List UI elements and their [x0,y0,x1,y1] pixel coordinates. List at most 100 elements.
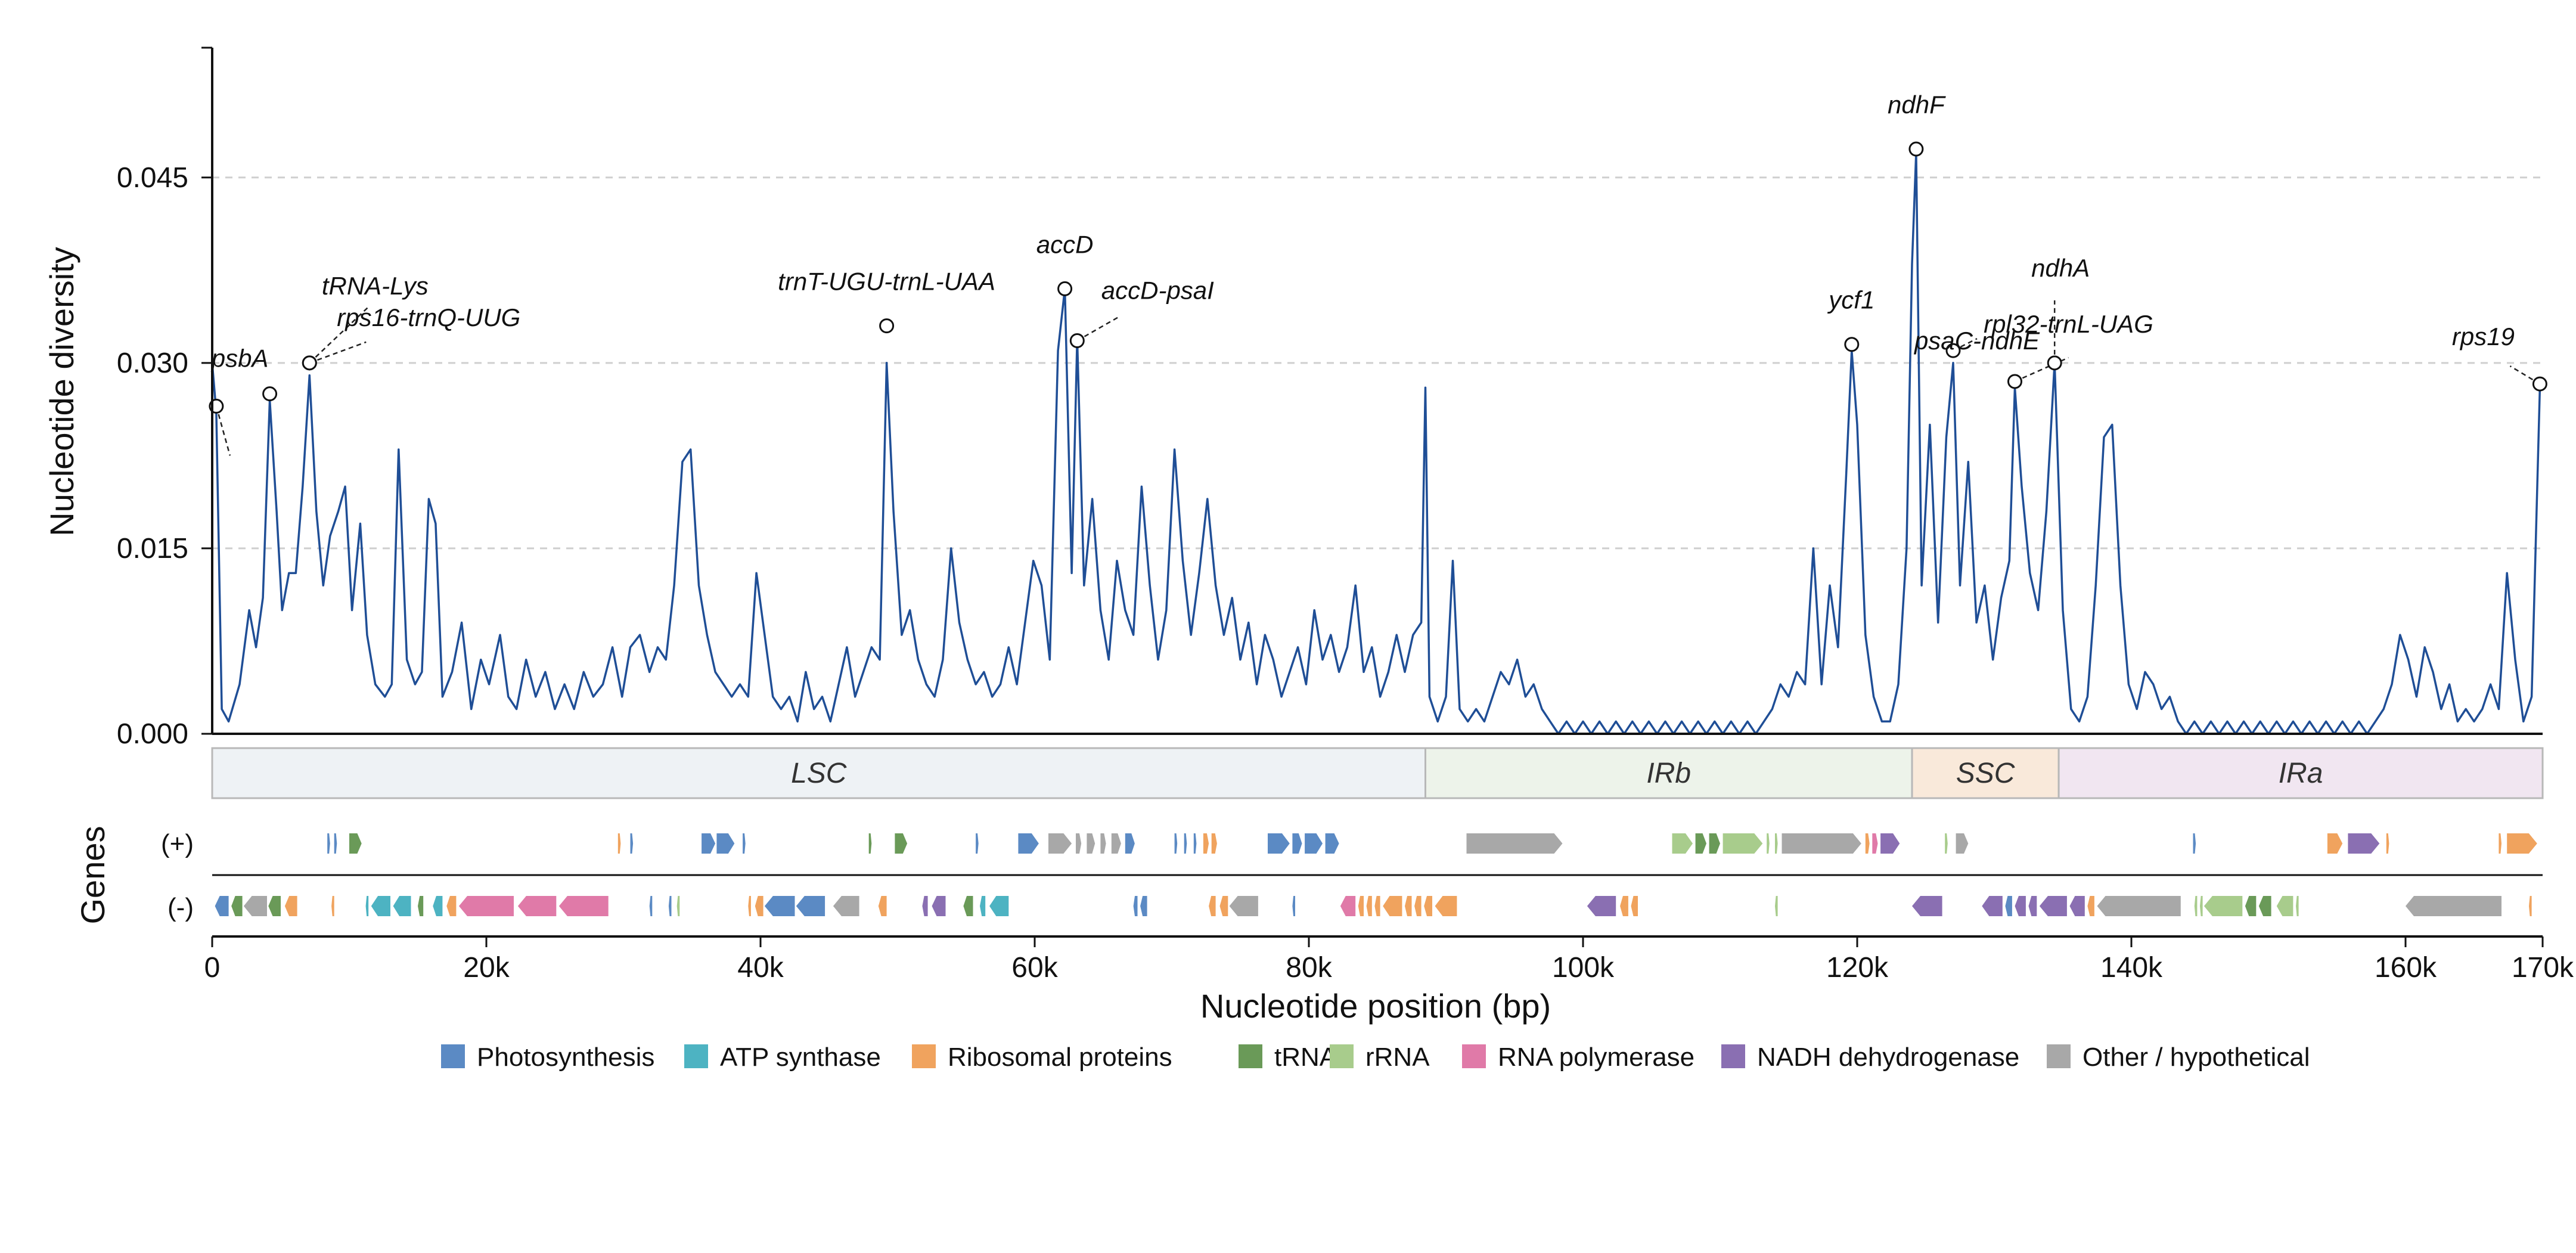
peak-marker [2532,376,2547,392]
gene-ribo [748,896,751,916]
gene-ribo [1374,896,1380,916]
gene-ribo [1366,896,1372,916]
x-tick-label: 40k [737,952,784,984]
legend-label-other: Other / hypothetical [2082,1043,2310,1072]
gene-photo [976,833,979,854]
gene-photo [1140,896,1147,916]
gene-trna [963,896,973,916]
peak-marker [1069,333,1085,349]
gene-photo [764,896,795,916]
gene-rrna [2296,896,2299,916]
gene-photo [1292,896,1295,916]
peak-connector [2509,365,2541,385]
peak-label: psbA [210,345,269,373]
peak-connector [2014,356,2069,383]
region-label: SSC [1956,758,2015,789]
gene-rrna [1775,896,1778,916]
y-tick-label: 0.030 [117,348,188,379]
region-label: IRa [2279,758,2323,789]
legend: Photosynthesis ATP synthase Ribosomal prot… [441,1043,2310,1072]
legend-label-photo: Photosynthesis [477,1043,654,1072]
gene-ribo [1209,896,1216,916]
legend-label-rnap: RNA polymerase [1498,1043,1694,1072]
gene-trna [1695,833,1706,854]
gene-photo [1325,833,1339,854]
gene-rrna [2194,896,2198,916]
gene-ribo [2529,896,2532,916]
gene-ndh [1587,896,1616,916]
gene-ribo [617,833,621,854]
y-tick-label: 0.015 [117,533,188,565]
gene-rrna [1767,833,1770,854]
peak-label: ycf1 [1827,286,1874,314]
genes-axis-title: Genes [74,826,111,925]
gene-rrna [2203,896,2243,916]
gene-photo [1193,833,1197,854]
gene-ribo [1383,896,1402,916]
gene-ndh [922,896,928,916]
legend-swatch-rrna [1330,1044,1354,1068]
gene-other [1087,833,1095,854]
peak-connector [309,305,370,364]
peak-marker [1057,281,1073,296]
diversity-line-series [211,151,2541,735]
gene-rrna [1775,833,1778,854]
gene-trna [231,896,243,916]
gene-ribo [1219,896,1228,916]
gene-atp [433,896,443,916]
gene-ndh [2015,896,2026,916]
gene-photo [668,896,672,916]
gene-other [1111,833,1121,854]
x-tick-label: 80k [1286,952,1332,984]
gene-rnap [558,896,609,916]
diversity-line [211,151,2541,735]
peak-label: rpl32-trnL-UAG [1984,310,2153,338]
gene-ribo [2087,896,2094,916]
region-label: IRb [1646,758,1691,789]
gene-other [1100,833,1106,854]
gene-photo [1125,833,1135,854]
legend-swatch-photo [441,1044,465,1068]
peak-label: ndhF [1888,91,1946,119]
gene-atp [365,896,369,916]
gene-photo [649,896,653,916]
gene-other [2097,896,2181,916]
gene-photo [630,833,634,854]
gene-ribo [878,896,887,916]
gene-other [1466,833,1563,854]
gene-ribo [2386,833,2389,854]
x-tick-label: 140k [2100,952,2163,984]
peak-annotations: psbA tRNA-Lys rps16-trnQ-UUG trnT-UGU-trnL-… [209,91,2547,456]
gene-ribo [1620,896,1628,916]
peak-marker [1945,343,1961,358]
gene-ribo [1405,896,1412,916]
gene-trna [2245,896,2257,916]
plus-strand-label: (+) [161,829,194,858]
peak-label: trnT-UGU-trnL-UAA [778,268,995,296]
gene-trna [868,833,872,854]
gene-rrna [1945,833,1948,854]
legend-label-rrna: rRNA [1365,1043,1430,1072]
gene-photo [2193,833,2196,854]
legend-label-ndh: NADH dehydrogenase [1757,1043,2019,1072]
gene-photo [1133,896,1138,916]
gene-photo [796,896,825,916]
gene-trna [2258,896,2271,916]
gene-rnap [1340,896,1356,916]
minus-strand-label: (-) [167,893,194,922]
gene-other [243,896,267,916]
gene-ribo [1424,896,1432,916]
peak-label: rps19 [2452,322,2515,351]
gene-atp [393,896,411,916]
gene-ribo [331,896,334,916]
peak-marker [2007,374,2022,389]
legend-swatch-trna [1239,1044,1262,1068]
peak-label: rps16-trnQ-UUG [337,303,520,331]
gene-ribo [755,896,764,916]
gene-ribo [2327,833,2343,854]
grid-lines [212,176,2543,550]
gene-ndh [2039,896,2067,916]
gene-photo [334,833,337,854]
peak-connector [309,341,367,364]
